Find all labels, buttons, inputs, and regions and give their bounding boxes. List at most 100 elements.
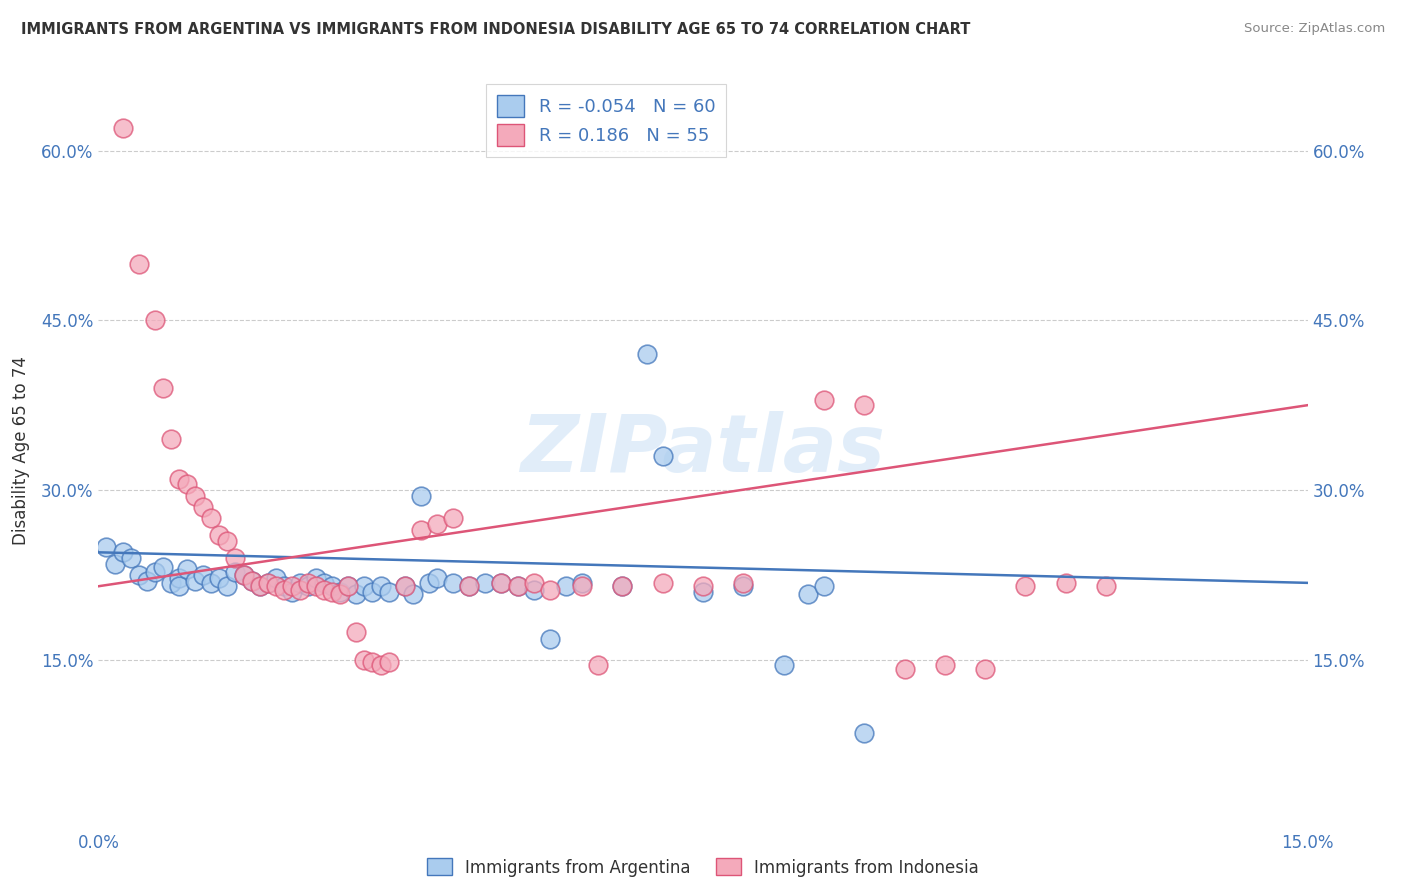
Point: [305, 579, 328, 593]
Point: [288, 582, 311, 597]
Point: [321, 585, 343, 599]
Point: [273, 582, 295, 597]
Point: [176, 477, 198, 491]
Point: [264, 579, 287, 593]
Point: [361, 655, 384, 669]
Point: [523, 575, 546, 590]
Point: [337, 579, 360, 593]
Point: [281, 579, 304, 593]
Point: [813, 579, 835, 593]
Point: [377, 655, 399, 669]
Point: [167, 571, 190, 585]
Point: [813, 392, 835, 407]
Point: [491, 575, 513, 590]
Point: [184, 489, 207, 503]
Point: [571, 579, 593, 593]
Point: [636, 347, 658, 361]
Point: [184, 574, 207, 588]
Point: [152, 381, 174, 395]
Point: [200, 511, 222, 525]
Point: [353, 579, 375, 593]
Point: [458, 579, 481, 593]
Point: [441, 511, 464, 525]
Point: [193, 500, 215, 514]
Point: [474, 575, 496, 590]
Point: [571, 575, 593, 590]
Point: [370, 579, 392, 593]
Point: [523, 582, 546, 597]
Point: [264, 571, 287, 585]
Point: [853, 398, 876, 412]
Point: [853, 726, 876, 740]
Point: [353, 653, 375, 667]
Point: [240, 574, 263, 588]
Point: [538, 582, 561, 597]
Point: [491, 575, 513, 590]
Point: [143, 565, 166, 579]
Point: [329, 585, 352, 599]
Point: [111, 545, 134, 559]
Text: ZIPatlas: ZIPatlas: [520, 411, 886, 490]
Point: [797, 587, 820, 601]
Point: [120, 551, 142, 566]
Point: [361, 585, 384, 599]
Point: [273, 579, 295, 593]
Point: [893, 662, 915, 676]
Point: [208, 571, 231, 585]
Legend: Immigrants from Argentina, Immigrants from Indonesia: Immigrants from Argentina, Immigrants fr…: [420, 852, 986, 883]
Point: [232, 568, 254, 582]
Point: [217, 579, 239, 593]
Point: [160, 432, 183, 446]
Point: [111, 120, 134, 135]
Point: [402, 587, 425, 601]
Point: [344, 624, 367, 639]
Point: [409, 489, 432, 503]
Point: [152, 560, 174, 574]
Point: [314, 575, 336, 590]
Legend: R = -0.054   N = 60, R = 0.186   N = 55: R = -0.054 N = 60, R = 0.186 N = 55: [486, 84, 725, 157]
Point: [555, 579, 578, 593]
Point: [974, 662, 997, 676]
Point: [409, 523, 432, 537]
Point: [329, 587, 352, 601]
Point: [135, 574, 157, 588]
Point: [394, 579, 416, 593]
Point: [538, 632, 561, 647]
Point: [314, 582, 336, 597]
Point: [288, 575, 311, 590]
Point: [160, 575, 183, 590]
Point: [441, 575, 464, 590]
Point: [297, 575, 319, 590]
Point: [506, 579, 529, 593]
Point: [651, 575, 673, 590]
Point: [240, 574, 263, 588]
Text: IMMIGRANTS FROM ARGENTINA VS IMMIGRANTS FROM INDONESIA DISABILITY AGE 65 TO 74 C: IMMIGRANTS FROM ARGENTINA VS IMMIGRANTS …: [21, 22, 970, 37]
Point: [426, 516, 449, 531]
Point: [232, 568, 254, 582]
Point: [458, 579, 481, 593]
Point: [281, 585, 304, 599]
Point: [128, 568, 150, 582]
Point: [321, 579, 343, 593]
Point: [200, 575, 222, 590]
Point: [224, 551, 246, 566]
Point: [377, 585, 399, 599]
Point: [305, 571, 328, 585]
Point: [344, 587, 367, 601]
Point: [506, 579, 529, 593]
Point: [586, 658, 609, 673]
Point: [217, 533, 239, 548]
Point: [167, 472, 190, 486]
Point: [934, 658, 956, 673]
Point: [224, 565, 246, 579]
Point: [176, 562, 198, 576]
Point: [733, 579, 755, 593]
Point: [692, 579, 714, 593]
Point: [103, 557, 125, 571]
Point: [426, 571, 449, 585]
Point: [418, 575, 440, 590]
Point: [1014, 579, 1036, 593]
Point: [256, 575, 278, 590]
Point: [370, 658, 392, 673]
Point: [337, 579, 360, 593]
